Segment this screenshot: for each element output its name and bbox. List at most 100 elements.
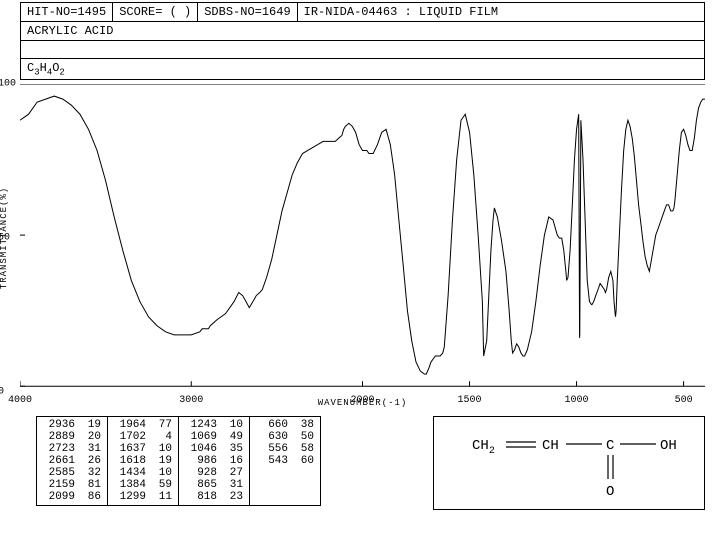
peak-intensity: 77 bbox=[154, 419, 172, 431]
peak-wavenumber: 2585 bbox=[43, 467, 75, 479]
peak-intensity: 31 bbox=[83, 443, 101, 455]
peak-intensity: 4 bbox=[154, 431, 172, 443]
peak-intensity: 10 bbox=[225, 419, 243, 431]
x-axis-label: WAVENUMBER(-1) bbox=[318, 398, 408, 408]
empty-row-1 bbox=[20, 41, 705, 59]
peak-row: 1384 59 bbox=[114, 479, 172, 491]
peak-row: 986 16 bbox=[185, 455, 243, 467]
peak-wavenumber: 543 bbox=[256, 455, 288, 467]
peak-intensity: 11 bbox=[154, 491, 172, 503]
structure-diagram: CH2 CH C OH O bbox=[433, 416, 705, 510]
spectrum-chart: TRANSMITTANCE(%) 050100 4000300020001500… bbox=[20, 84, 705, 392]
peak-row: 865 31 bbox=[185, 479, 243, 491]
ir-info-cell: IR-NIDA-04463 : LIQUID FILM bbox=[298, 3, 704, 21]
struct-ch: CH bbox=[542, 438, 559, 454]
peak-intensity: 31 bbox=[225, 479, 243, 491]
peak-row: 1702 4 bbox=[114, 431, 172, 443]
peak-wavenumber: 1434 bbox=[114, 467, 146, 479]
peak-table: 2936192889202723312661262585322159812099… bbox=[36, 416, 321, 506]
formula-h: H bbox=[40, 61, 47, 75]
x-tick-label: 1500 bbox=[458, 395, 482, 406]
peak-intensity: 20 bbox=[83, 431, 101, 443]
peak-intensity: 60 bbox=[296, 455, 314, 467]
peak-wavenumber: 2889 bbox=[43, 431, 75, 443]
y-tick-label: 50 bbox=[0, 233, 10, 244]
x-tick-label: 3000 bbox=[179, 395, 203, 406]
peak-intensity: 10 bbox=[154, 467, 172, 479]
peak-row: 660 38 bbox=[256, 419, 314, 431]
peak-intensity: 23 bbox=[225, 491, 243, 503]
peak-row: 2723 31 bbox=[43, 443, 101, 455]
peak-row: 556 58 bbox=[256, 443, 314, 455]
peak-wavenumber: 1243 bbox=[185, 419, 217, 431]
struct-o: O bbox=[606, 484, 614, 500]
peak-row: 1069 49 bbox=[185, 431, 243, 443]
peak-wavenumber: 1299 bbox=[114, 491, 146, 503]
spectrum-svg bbox=[20, 84, 705, 386]
peak-column: 660 38 630 50 556 58 543 60 bbox=[250, 417, 320, 505]
x-tick-label: 500 bbox=[675, 395, 693, 406]
peak-intensity: 49 bbox=[225, 431, 243, 443]
peak-wavenumber: 1384 bbox=[114, 479, 146, 491]
peak-row: 818 23 bbox=[185, 491, 243, 503]
peak-intensity: 35 bbox=[225, 443, 243, 455]
peak-row: 2585 32 bbox=[43, 467, 101, 479]
peak-wavenumber: 660 bbox=[256, 419, 288, 431]
header-bar: HIT-NO=1495 SCORE= ( ) SDBS-NO=1649 IR-N… bbox=[20, 2, 705, 22]
peak-wavenumber: 2099 bbox=[43, 491, 75, 503]
peak-wavenumber: 1964 bbox=[114, 419, 146, 431]
peak-row: 266126 bbox=[43, 455, 101, 467]
formula-row: C3H4O2 bbox=[20, 59, 705, 80]
peak-row: 1618 19 bbox=[114, 455, 172, 467]
peak-intensity: 59 bbox=[154, 479, 172, 491]
peak-wavenumber: 1618 bbox=[114, 455, 146, 467]
y-tick-label: 100 bbox=[0, 79, 16, 90]
peak-wavenumber: 818 bbox=[185, 491, 217, 503]
peak-wavenumber: 865 bbox=[185, 479, 217, 491]
peak-row: 293619 bbox=[43, 419, 101, 431]
peak-column: 1964771702416371016181914341013845912991… bbox=[108, 417, 179, 505]
peak-wavenumber: 630 bbox=[256, 431, 288, 443]
peak-row: 2889 20 bbox=[43, 431, 101, 443]
x-tick-label: 4000 bbox=[8, 395, 32, 406]
peak-wavenumber: 1069 bbox=[185, 431, 217, 443]
peak-wavenumber: 2159 bbox=[43, 479, 75, 491]
hit-no-cell: HIT-NO=1495 bbox=[21, 3, 113, 21]
sdbs-no-cell: SDBS-NO=1649 bbox=[198, 3, 297, 21]
peak-row: 1637 10 bbox=[114, 443, 172, 455]
formula-2: 2 bbox=[59, 67, 64, 77]
bottom-row: 2936192889202723312661262585322159812099… bbox=[36, 416, 705, 510]
peak-wavenumber: 1702 bbox=[114, 431, 146, 443]
peak-row: 2159 81 bbox=[43, 479, 101, 491]
peak-intensity: 81 bbox=[83, 479, 101, 491]
peak-intensity: 16 bbox=[225, 455, 243, 467]
peak-row: 1299 11 bbox=[114, 491, 172, 503]
score-cell: SCORE= ( ) bbox=[113, 3, 198, 21]
peak-row: 1243 10 bbox=[185, 419, 243, 431]
peak-intensity: 32 bbox=[83, 467, 101, 479]
peak-intensity: 58 bbox=[296, 443, 314, 455]
peak-row: 543 60 bbox=[256, 455, 314, 467]
peak-intensity: 10 bbox=[154, 443, 172, 455]
peak-wavenumber: 556 bbox=[256, 443, 288, 455]
compound-name-row: ACRYLIC ACID bbox=[20, 22, 705, 41]
peak-intensity: 86 bbox=[83, 491, 101, 503]
peak-intensity: 19 bbox=[154, 455, 172, 467]
struct-oh: OH bbox=[660, 438, 677, 454]
peak-column: 2936192889202723312661262585322159812099… bbox=[37, 417, 108, 505]
peak-wavenumber: 2723 bbox=[43, 443, 75, 455]
peak-row: 92827 bbox=[185, 467, 243, 479]
peak-wavenumber: 1046 bbox=[185, 443, 217, 455]
peak-wavenumber: 986 bbox=[185, 455, 217, 467]
peak-row: 1434 10 bbox=[114, 467, 172, 479]
struct-c: C bbox=[606, 438, 614, 454]
peak-wavenumber: 928 bbox=[185, 467, 217, 479]
peak-wavenumber: 1637 bbox=[114, 443, 146, 455]
peak-intensity: 26 bbox=[83, 455, 101, 467]
struct-ch2: CH2 bbox=[472, 438, 495, 457]
peak-intensity: 38 bbox=[296, 419, 314, 431]
peak-intensity: 50 bbox=[296, 431, 314, 443]
peak-row: 2099 86 bbox=[43, 491, 101, 503]
peak-intensity: 19 bbox=[83, 419, 101, 431]
x-tick-label: 1000 bbox=[565, 395, 589, 406]
